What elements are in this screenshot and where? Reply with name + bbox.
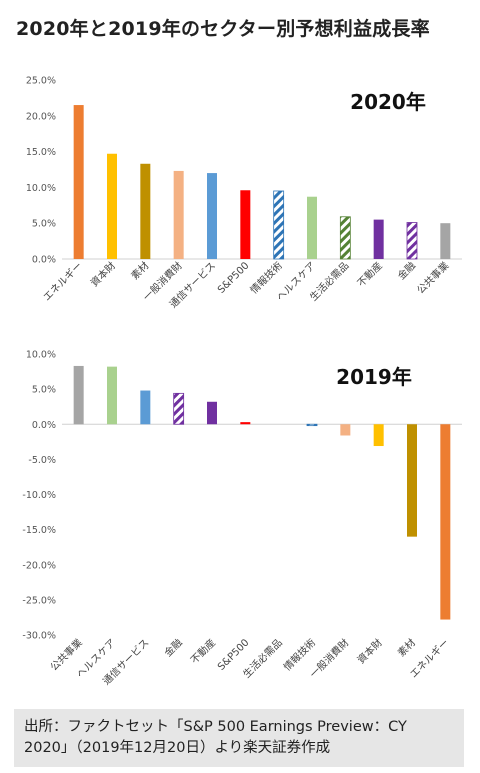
y-tick-label: -10.0% <box>22 490 56 501</box>
category-label: 素材 <box>128 259 151 282</box>
y-tick-label: -15.0% <box>22 525 56 536</box>
category-label: S&P500 <box>216 260 252 296</box>
category-label: 不動産 <box>354 259 384 289</box>
bar <box>339 216 351 260</box>
bar <box>240 422 251 425</box>
bar <box>173 170 184 259</box>
chart-2020: 0.0%5.0%10.0%15.0%20.0%25.0%エネルギー 資本財 素材一般… <box>26 76 462 311</box>
category-label: 金融 <box>395 259 418 282</box>
category-label: 公共事業 <box>414 259 451 296</box>
bar <box>140 390 151 425</box>
bar <box>440 424 451 620</box>
bar <box>306 423 318 427</box>
bar <box>406 222 418 260</box>
page-title: 2020年と2019年のセクター別予想利益成長率 <box>16 18 430 40</box>
bar <box>107 366 117 425</box>
y-tick-label: -5.0% <box>28 455 56 466</box>
bar <box>140 163 151 259</box>
y-tick-label: -25.0% <box>22 595 56 606</box>
bar <box>207 173 217 259</box>
y-tick-label: 10.0% <box>26 350 56 361</box>
category-label: 金融 <box>161 636 184 659</box>
chart-2020-panel: 0.0% 5.0% 10.0% 15.0% 20.0% 25.0% エネルギー 資本財 素材 一般… <box>0 54 480 344</box>
bar <box>307 196 317 259</box>
bar <box>340 424 351 436</box>
bar <box>73 105 84 259</box>
category-label: 素材 <box>395 636 418 659</box>
y-tick-label: 25.0% <box>26 76 56 87</box>
category-label: 不動産 <box>188 636 218 666</box>
y-tick-label: 5.0% <box>32 385 56 396</box>
category-label: エネルギー <box>41 260 85 304</box>
category-label: 資本財 <box>354 636 384 666</box>
y-tick-label: 0.0% <box>32 255 56 266</box>
bar <box>207 401 217 425</box>
y-tick-label: 20.0% <box>26 111 56 122</box>
bar <box>440 223 451 259</box>
chart-title: 2019年 <box>336 365 412 389</box>
source-note: 出所：ファクトセット「S&P 500 Earnings Preview：CY 2… <box>14 709 464 767</box>
chart-title: 2020年 <box>350 90 426 114</box>
bar <box>173 392 185 425</box>
y-tick-label: -30.0% <box>22 631 56 642</box>
bar <box>240 190 251 259</box>
y-tick-label: -20.0% <box>22 560 56 571</box>
bar <box>407 424 417 537</box>
bar <box>373 219 384 259</box>
bar <box>73 365 84 425</box>
chart-2019-panel: 10.0% 5.0% 0.0% -5.0% -10.0% -15.0% -20.0% -25.… <box>0 340 480 706</box>
chart-2019: 10.0% 5.0% 0.0% -5.0% -10.0% -15.0% -20.0% -25.… <box>22 350 462 688</box>
y-tick-label: 10.0% <box>26 183 56 194</box>
bar <box>373 424 384 447</box>
bar <box>107 153 117 259</box>
category-label: 資本財 <box>88 259 118 289</box>
y-tick-label: 5.0% <box>32 219 56 230</box>
bar <box>273 190 285 260</box>
y-tick-label: 0.0% <box>32 420 56 431</box>
y-tick-label: 15.0% <box>26 147 56 158</box>
